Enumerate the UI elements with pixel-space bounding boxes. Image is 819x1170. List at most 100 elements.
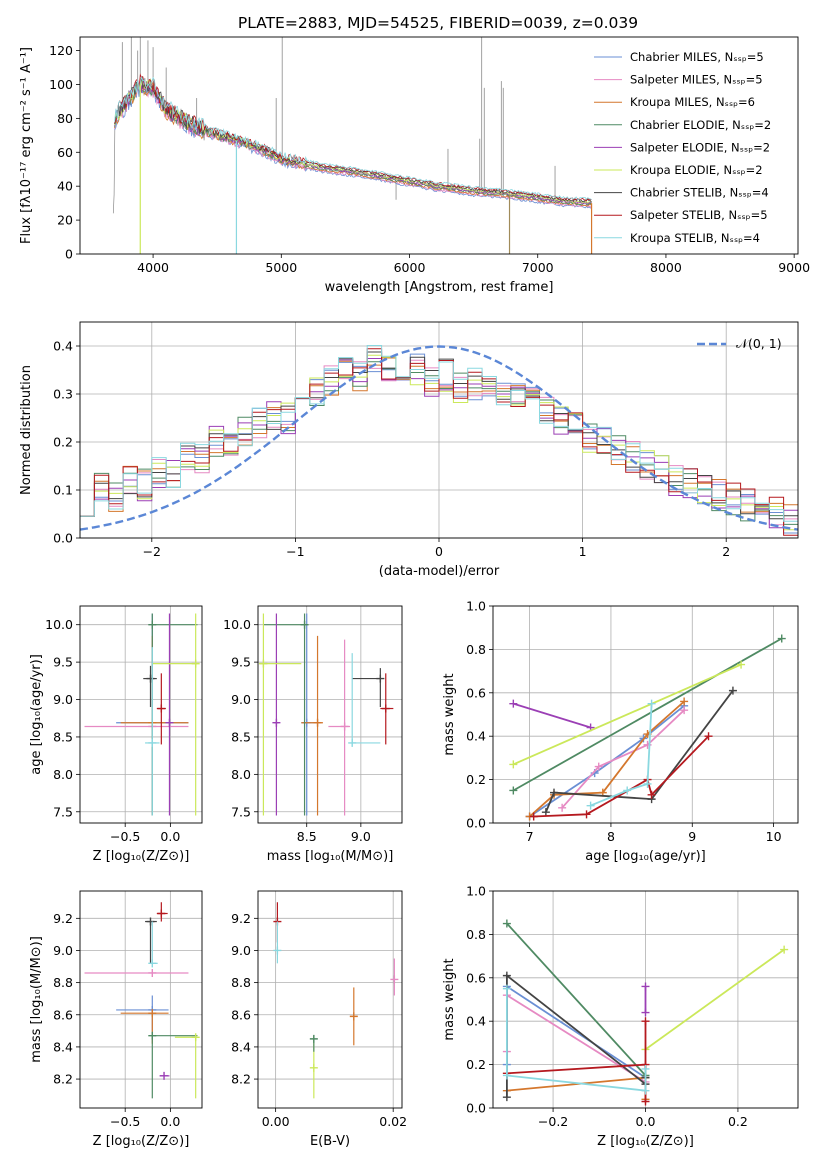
- model-spectrum-4: [114, 79, 592, 205]
- x-tick-label: 9.0: [351, 829, 371, 844]
- point-marker: [165, 718, 174, 727]
- error-bar-point: [309, 1034, 318, 1052]
- legend-label: Kroupa STELIB, Nₛₛₚ=4: [630, 231, 760, 245]
- y-tick-label: 7.5: [231, 804, 251, 819]
- y-tick-label: 9.0: [53, 943, 73, 958]
- error-bar-point: [152, 613, 200, 816]
- error-bar-point: [148, 613, 198, 816]
- x-axis-label: mass [log₁₀(M/M⊙)]: [267, 849, 394, 864]
- error-bar-point: [156, 902, 168, 922]
- y-tick-label: 8.0: [231, 767, 251, 782]
- x-tick-label: 10: [766, 829, 782, 844]
- y-tick-label: 120: [49, 43, 73, 58]
- y-tick-label: 8.5: [53, 729, 73, 744]
- y-tick-label: 0.4: [466, 1014, 486, 1029]
- error-bar-point: [263, 613, 309, 816]
- y-tick-label: 8.8: [231, 975, 251, 990]
- x-axis-label: (data-model)/error: [379, 564, 500, 579]
- axes-frame: [79, 36, 799, 255]
- x-axis-label: E(B-V): [310, 1134, 350, 1149]
- weight-marker: [777, 634, 786, 643]
- y-tick-label: 1.0: [466, 599, 486, 614]
- chart-panels: 4000 5000 6000 7000 8000 9000020406080100120w…: [19, 36, 810, 1149]
- weight-marker: [550, 788, 558, 797]
- point-marker: [390, 975, 399, 984]
- y-tick-label: 0.4: [53, 339, 73, 354]
- error-bar-point: [390, 958, 399, 996]
- point-marker: [348, 738, 357, 747]
- x-tick-label: 1: [579, 544, 587, 559]
- error-bar-point: [165, 613, 174, 816]
- y-tick-label: 9.0: [231, 943, 251, 958]
- y-tick-label: 8.2: [231, 1072, 251, 1087]
- x-tick-label: −0.5: [110, 1114, 140, 1129]
- point-marker: [160, 1071, 169, 1080]
- model-spectrum-5: [114, 77, 592, 204]
- weight-marker: [641, 1086, 650, 1095]
- y-tick-label: 8.0: [53, 767, 73, 782]
- panel-age-vs-Z: −0.5 0.0 7.5 8.0 8.5 9.0 9.5 10.0 Z [log₁₀(Z/Z⊙)…: [29, 605, 203, 864]
- panel-mass-vs-EBV: 0.00 0.02 8.2 8.4 8.6 8.8 9.0 9.2 E(B-V): [231, 890, 407, 1149]
- weight-marker: [728, 686, 737, 695]
- point-marker: [309, 1063, 318, 1072]
- weight-marker: [737, 660, 746, 669]
- weight-marker: [502, 971, 511, 980]
- y-tick-label: 0.2: [466, 1057, 486, 1072]
- y-tick-label: 0.1: [53, 483, 73, 498]
- y-tick-label: 0.8: [466, 927, 486, 942]
- plot-area: [80, 345, 798, 538]
- y-tick-label: 8.8: [53, 975, 73, 990]
- error-bar-point: [84, 968, 189, 977]
- y-tick-label: 60: [57, 145, 73, 160]
- error-bar-point: [143, 665, 157, 708]
- error-bar-point: [145, 647, 160, 816]
- axes-frame: [492, 890, 799, 1109]
- y-tick-label: 0.0: [466, 816, 486, 831]
- y-axis-label: mass weight: [442, 673, 457, 755]
- weight-marker: [647, 790, 656, 799]
- y-tick-label: 100: [49, 77, 73, 92]
- weight-line-8: [590, 703, 653, 807]
- point-marker: [191, 1033, 200, 1042]
- weight-marker: [641, 1017, 650, 1026]
- weight-marker: [680, 706, 689, 715]
- weight-marker: [704, 732, 713, 741]
- x-tick-label: 4000: [137, 260, 169, 275]
- y-tick-label: 10.0: [45, 617, 73, 632]
- y-tick-label: 0.6: [466, 685, 486, 700]
- legend-label: Chabrier ELODIE, Nₛₛₚ=2: [630, 118, 771, 132]
- weight-marker: [502, 1093, 511, 1102]
- y-tick-label: 0.8: [466, 642, 486, 657]
- point-marker: [148, 620, 157, 629]
- x-tick-label: 6000: [394, 260, 426, 275]
- weight-marker: [582, 810, 591, 819]
- weight-line-5: [644, 948, 785, 1051]
- x-tick-label: 8: [607, 829, 615, 844]
- y-axis-label: Normed distribution: [19, 365, 34, 495]
- weight-marker: [509, 760, 518, 769]
- point-marker: [148, 968, 157, 977]
- x-tick-label: 2: [722, 544, 730, 559]
- axes-frame: [79, 321, 799, 539]
- point-marker: [313, 718, 322, 727]
- axes-frame: [257, 890, 403, 1109]
- plot-area: [112, 37, 593, 254]
- x-axis-label: wavelength [Angstrom, rest frame]: [325, 280, 554, 295]
- y-tick-label: 0: [65, 247, 73, 262]
- y-tick-label: 0.3: [53, 387, 73, 402]
- histogram-8: [80, 345, 798, 538]
- x-tick-label: 0.00: [262, 1114, 290, 1129]
- y-tick-label: 8.2: [53, 1072, 73, 1087]
- weight-marker: [529, 812, 538, 821]
- weight-line-4: [513, 702, 591, 729]
- x-tick-label: 7000: [522, 260, 554, 275]
- weight-marker: [641, 1064, 650, 1073]
- weight-line-7: [533, 735, 710, 818]
- error-bar-point: [148, 1031, 198, 1099]
- weight-marker: [641, 1097, 650, 1106]
- x-tick-label: 9000: [778, 260, 810, 275]
- plot-area: [502, 919, 789, 1106]
- x-tick-label: 0.02: [379, 1114, 407, 1129]
- model-spectrum-1: [114, 81, 592, 208]
- panel-spectrum: 4000 5000 6000 7000 8000 9000 0 20 40 60 80 100 120 w…: [19, 36, 810, 295]
